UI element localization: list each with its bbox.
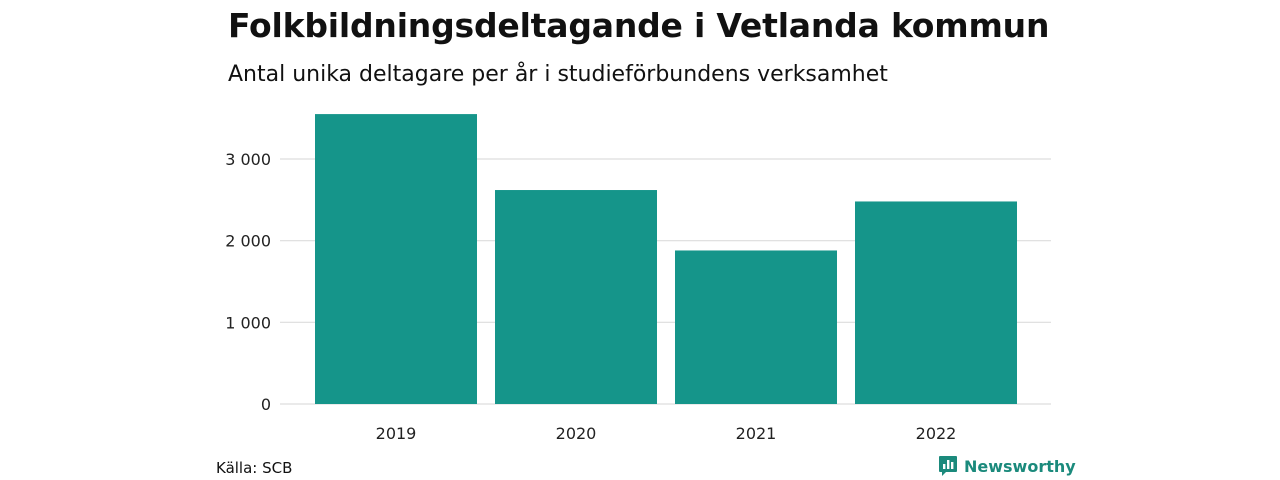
y-tick-label: 3 000: [225, 150, 271, 169]
chart-title: Folkbildningsdeltagande i Vetlanda kommu…: [228, 6, 1050, 45]
x-tick-label: 2020: [556, 424, 597, 443]
bar-2021: [675, 250, 837, 404]
x-tick-label: 2021: [736, 424, 777, 443]
bar-chart-speech-bubble-icon: [939, 456, 957, 476]
bar-2020: [495, 190, 657, 404]
source-label: Källa: SCB: [216, 459, 293, 477]
y-tick-label: 0: [261, 395, 271, 414]
bar-2019: [315, 114, 477, 404]
bar-2022: [855, 201, 1017, 404]
y-tick-label: 1 000: [225, 313, 271, 332]
x-tick-label: 2022: [916, 424, 957, 443]
x-tick-label: 2019: [376, 424, 417, 443]
y-tick-label: 2 000: [225, 232, 271, 251]
newsworthy-logo: Newsworthy: [938, 455, 1076, 477]
chart-subtitle: Antal unika deltagare per år i studieför…: [228, 62, 888, 87]
brand-name: Newsworthy: [964, 456, 1076, 476]
